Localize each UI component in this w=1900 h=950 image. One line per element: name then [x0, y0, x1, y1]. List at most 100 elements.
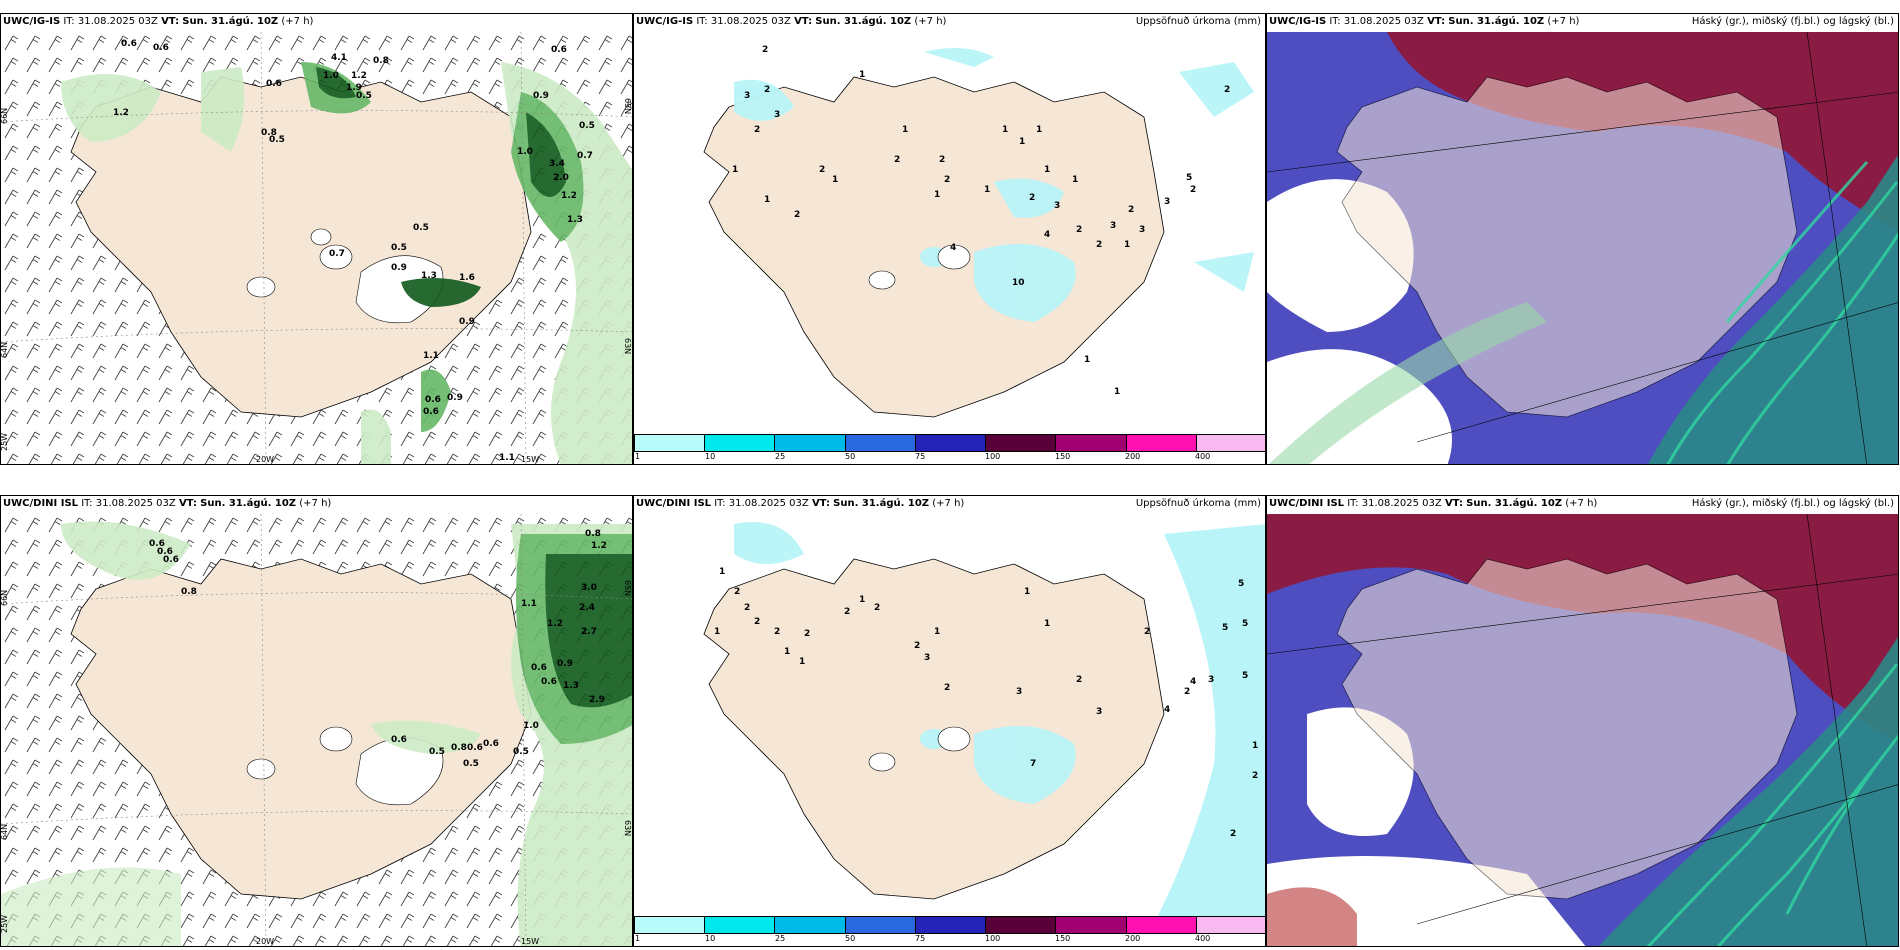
colorbar-swatch [986, 435, 1057, 451]
svg-text:2: 2 [1230, 829, 1236, 839]
coastline-lines [1267, 32, 1898, 464]
lat-label-66n: 66N [1, 590, 9, 606]
svg-text:0.5: 0.5 [463, 759, 479, 769]
lat-label-64n: 64N [1, 342, 9, 358]
svg-text:4: 4 [1190, 677, 1196, 687]
svg-text:1: 1 [784, 647, 790, 657]
svg-text:4: 4 [1044, 230, 1050, 240]
colorbar-tick: 1 [635, 934, 641, 943]
svg-text:5: 5 [1238, 579, 1244, 589]
colorbar-swatch [705, 435, 776, 451]
wind-precip-panel-row1: UWC/IG-IS IT: 31.08.2025 03Z VT: Sun. 31… [0, 13, 633, 465]
svg-text:1.3: 1.3 [567, 215, 583, 225]
svg-text:1: 1 [832, 175, 838, 185]
svg-text:1: 1 [902, 125, 908, 135]
svg-text:2: 2 [754, 617, 760, 627]
svg-text:0.9: 0.9 [533, 91, 549, 101]
colorbar-tick: 75 [915, 934, 926, 943]
colorbar-tick: 10 [705, 934, 716, 943]
svg-text:0.8: 0.8 [373, 56, 389, 66]
svg-text:2: 2 [1252, 771, 1258, 781]
precip-accum-panel-row1: UWC/IG-IS IT: 31.08.2025 03Z VT: Sun. 31… [633, 13, 1266, 465]
svg-text:3: 3 [1164, 197, 1170, 207]
colorbar-tick: 50 [845, 452, 856, 461]
axis-labels: 66N 65N 64N 63N 20W 15W 25W [1, 580, 632, 946]
svg-text:1: 1 [984, 185, 990, 195]
lat-label-63n: 63N [623, 338, 632, 354]
svg-text:3: 3 [1096, 707, 1102, 717]
svg-text:1: 1 [1252, 741, 1258, 751]
iceland-landmass [1336, 558, 1798, 900]
svg-text:1: 1 [1114, 387, 1120, 397]
svg-text:2: 2 [774, 627, 780, 637]
precip-map: 1 2 2 1 2 2 1 1 2 2 1 2 2 3 1 1 1 3 2 7 … [703, 522, 1265, 924]
svg-text:2: 2 [734, 587, 740, 597]
svg-text:2: 2 [762, 45, 768, 55]
low-cloud-band [1269, 302, 1547, 464]
colorbar-tick: 400 [1195, 934, 1211, 943]
colorbar-tick: 25 [775, 934, 786, 943]
panel-title: UWC/IG-IS IT: 31.08.2025 03Z VT: Sun. 31… [3, 16, 314, 27]
cloud-cover-panel-row2: UWC/DINI ISL IT: 31.08.2025 03Z VT: Sun.… [1266, 495, 1899, 947]
colorbar-swatch [915, 917, 987, 933]
svg-text:2.4: 2.4 [579, 603, 595, 613]
svg-text:1: 1 [1044, 165, 1050, 175]
svg-text:1.1: 1.1 [423, 351, 439, 361]
colorbar-swatch [635, 917, 706, 933]
lon-label-15w: 15W [521, 455, 539, 464]
svg-text:2: 2 [894, 155, 900, 165]
lat-label-64n: 64N [1, 824, 9, 840]
colorbar-ticks: 1 10 25 50 75 100 150 200 400 [634, 934, 1265, 944]
colorbar-swatch [1056, 435, 1127, 451]
svg-text:1: 1 [1124, 240, 1130, 250]
lat-label-66n: 66N [1, 108, 9, 124]
wind-precip-map: 66N 65N 64N 63N 20W 15W 25W 0.6 0.6 0.6 … [1, 32, 632, 464]
precip-colorbar: 1 10 25 50 75 100 150 200 400 [634, 434, 1265, 462]
svg-text:2: 2 [1076, 225, 1082, 235]
svg-text:7: 7 [1030, 759, 1036, 769]
svg-text:0.6: 0.6 [121, 39, 137, 49]
panel-title: UWC/DINI ISL IT: 31.08.2025 03Z VT: Sun.… [636, 498, 965, 509]
svg-text:2: 2 [944, 683, 950, 693]
low-cloud-field [1598, 637, 1898, 946]
colorbar-swatch [986, 917, 1057, 933]
svg-text:0.5: 0.5 [579, 121, 595, 131]
svg-text:1.0: 1.0 [517, 147, 533, 157]
lat-label-65n: 65N [623, 580, 632, 596]
svg-text:1: 1 [719, 567, 725, 577]
svg-text:1.0: 1.0 [323, 71, 339, 81]
svg-text:2: 2 [1190, 185, 1196, 195]
svg-text:2: 2 [1029, 193, 1035, 203]
colorbar-tick: 150 [1055, 934, 1071, 943]
svg-text:1: 1 [1019, 137, 1025, 147]
svg-text:1.2: 1.2 [547, 619, 563, 629]
lon-label-20w: 20W [256, 937, 274, 946]
cloud-cover-panel-row1: UWC/IG-IS IT: 31.08.2025 03Z VT: Sun. 31… [1266, 13, 1899, 465]
coastline-lines [1267, 514, 1898, 946]
precip-value-labels: 0.6 0.6 0.6 4.1 0.8 1.0 1.2 1.9 0.5 0.8 … [113, 39, 595, 463]
svg-text:0.6: 0.6 [423, 407, 439, 417]
iceland-landmass [70, 76, 532, 418]
svg-text:2.7: 2.7 [581, 627, 597, 637]
panel-subtitle: Uppsöfnuð úrkoma (mm) [1135, 16, 1261, 27]
colorbar-tick: 200 [1125, 452, 1141, 461]
svg-text:2: 2 [914, 641, 920, 651]
svg-text:3: 3 [744, 91, 750, 101]
glaciers [246, 726, 444, 806]
svg-text:0.7: 0.7 [577, 151, 593, 161]
svg-text:2: 2 [874, 603, 880, 613]
grid-lines [1, 514, 632, 946]
precip-shading [1154, 524, 1265, 924]
svg-text:5: 5 [1242, 619, 1248, 629]
svg-text:2: 2 [804, 629, 810, 639]
svg-text:0.9: 0.9 [557, 659, 573, 669]
glaciers [246, 228, 444, 324]
svg-text:0.6: 0.6 [157, 547, 173, 557]
svg-text:3: 3 [1110, 221, 1116, 231]
colorbar-swatch [635, 435, 706, 451]
svg-text:0.5: 0.5 [356, 91, 372, 101]
svg-text:0.8: 0.8 [181, 587, 197, 597]
colorbar-tick: 50 [845, 934, 856, 943]
colorbar-swatches [634, 916, 1265, 934]
precip-value-labels: 1 2 2 1 2 2 1 1 2 2 1 2 2 3 1 1 1 3 2 7 … [714, 567, 1258, 839]
